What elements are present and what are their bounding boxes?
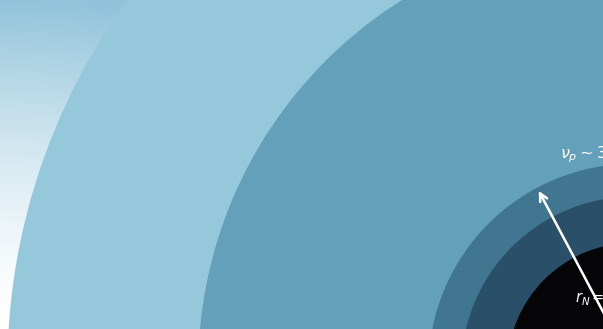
Circle shape xyxy=(508,243,603,329)
Text: $r_N = \mathcal{M}^{0.5}R_*$: $r_N = \mathcal{M}^{0.5}R_*$ xyxy=(575,287,603,308)
Circle shape xyxy=(462,197,603,329)
Circle shape xyxy=(199,0,603,329)
Circle shape xyxy=(8,0,603,329)
Text: $\nu_p \sim 30$ GHz: $\nu_p \sim 30$ GHz xyxy=(560,145,603,165)
Circle shape xyxy=(429,164,603,329)
